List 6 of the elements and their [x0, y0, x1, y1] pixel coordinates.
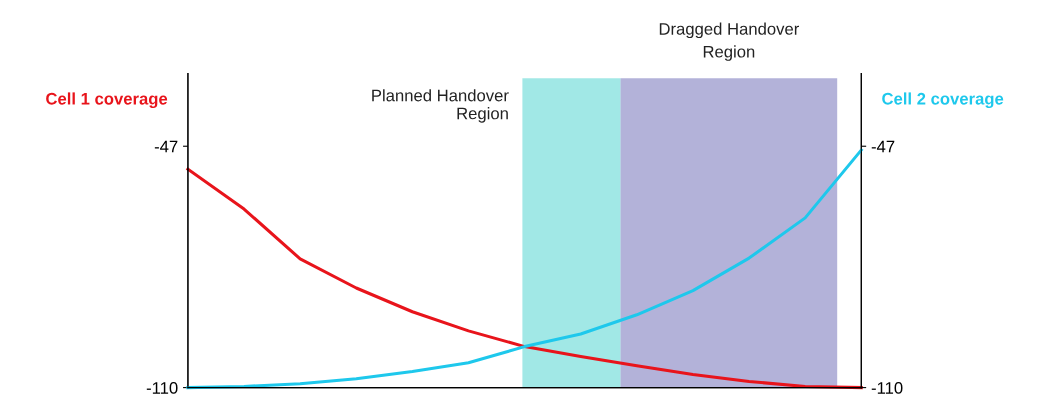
y-axis-title: Cell 1 coverage: [46, 92, 168, 108]
y2-axis-title: Cell 2 coverage: [882, 92, 1004, 108]
annotation: Planned Handover Region: [372, 89, 509, 123]
y2-tick-label: -47: [871, 140, 895, 153]
text: Dragged Handover Region: [659, 22, 800, 61]
y2-tick-label: -110: [871, 382, 903, 394]
